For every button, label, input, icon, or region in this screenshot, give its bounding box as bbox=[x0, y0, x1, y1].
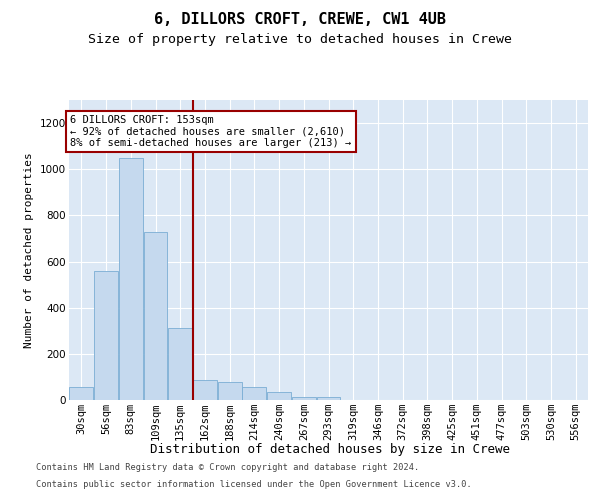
Bar bbox=[242, 388, 266, 400]
Bar bbox=[70, 388, 94, 400]
Bar bbox=[218, 382, 242, 400]
Bar bbox=[94, 271, 118, 400]
Text: Contains HM Land Registry data © Crown copyright and database right 2024.: Contains HM Land Registry data © Crown c… bbox=[36, 464, 419, 472]
Text: Contains public sector information licensed under the Open Government Licence v3: Contains public sector information licen… bbox=[36, 480, 472, 489]
Bar bbox=[193, 380, 217, 400]
Bar bbox=[168, 328, 192, 400]
Bar bbox=[267, 392, 291, 400]
Bar bbox=[317, 396, 340, 400]
Y-axis label: Number of detached properties: Number of detached properties bbox=[25, 152, 34, 348]
Bar bbox=[143, 232, 167, 400]
Text: 6, DILLORS CROFT, CREWE, CW1 4UB: 6, DILLORS CROFT, CREWE, CW1 4UB bbox=[154, 12, 446, 28]
Text: Size of property relative to detached houses in Crewe: Size of property relative to detached ho… bbox=[88, 32, 512, 46]
Text: 6 DILLORS CROFT: 153sqm
← 92% of detached houses are smaller (2,610)
8% of semi-: 6 DILLORS CROFT: 153sqm ← 92% of detache… bbox=[70, 115, 352, 148]
Bar bbox=[119, 158, 143, 400]
Bar bbox=[292, 396, 316, 400]
Text: Distribution of detached houses by size in Crewe: Distribution of detached houses by size … bbox=[150, 442, 510, 456]
